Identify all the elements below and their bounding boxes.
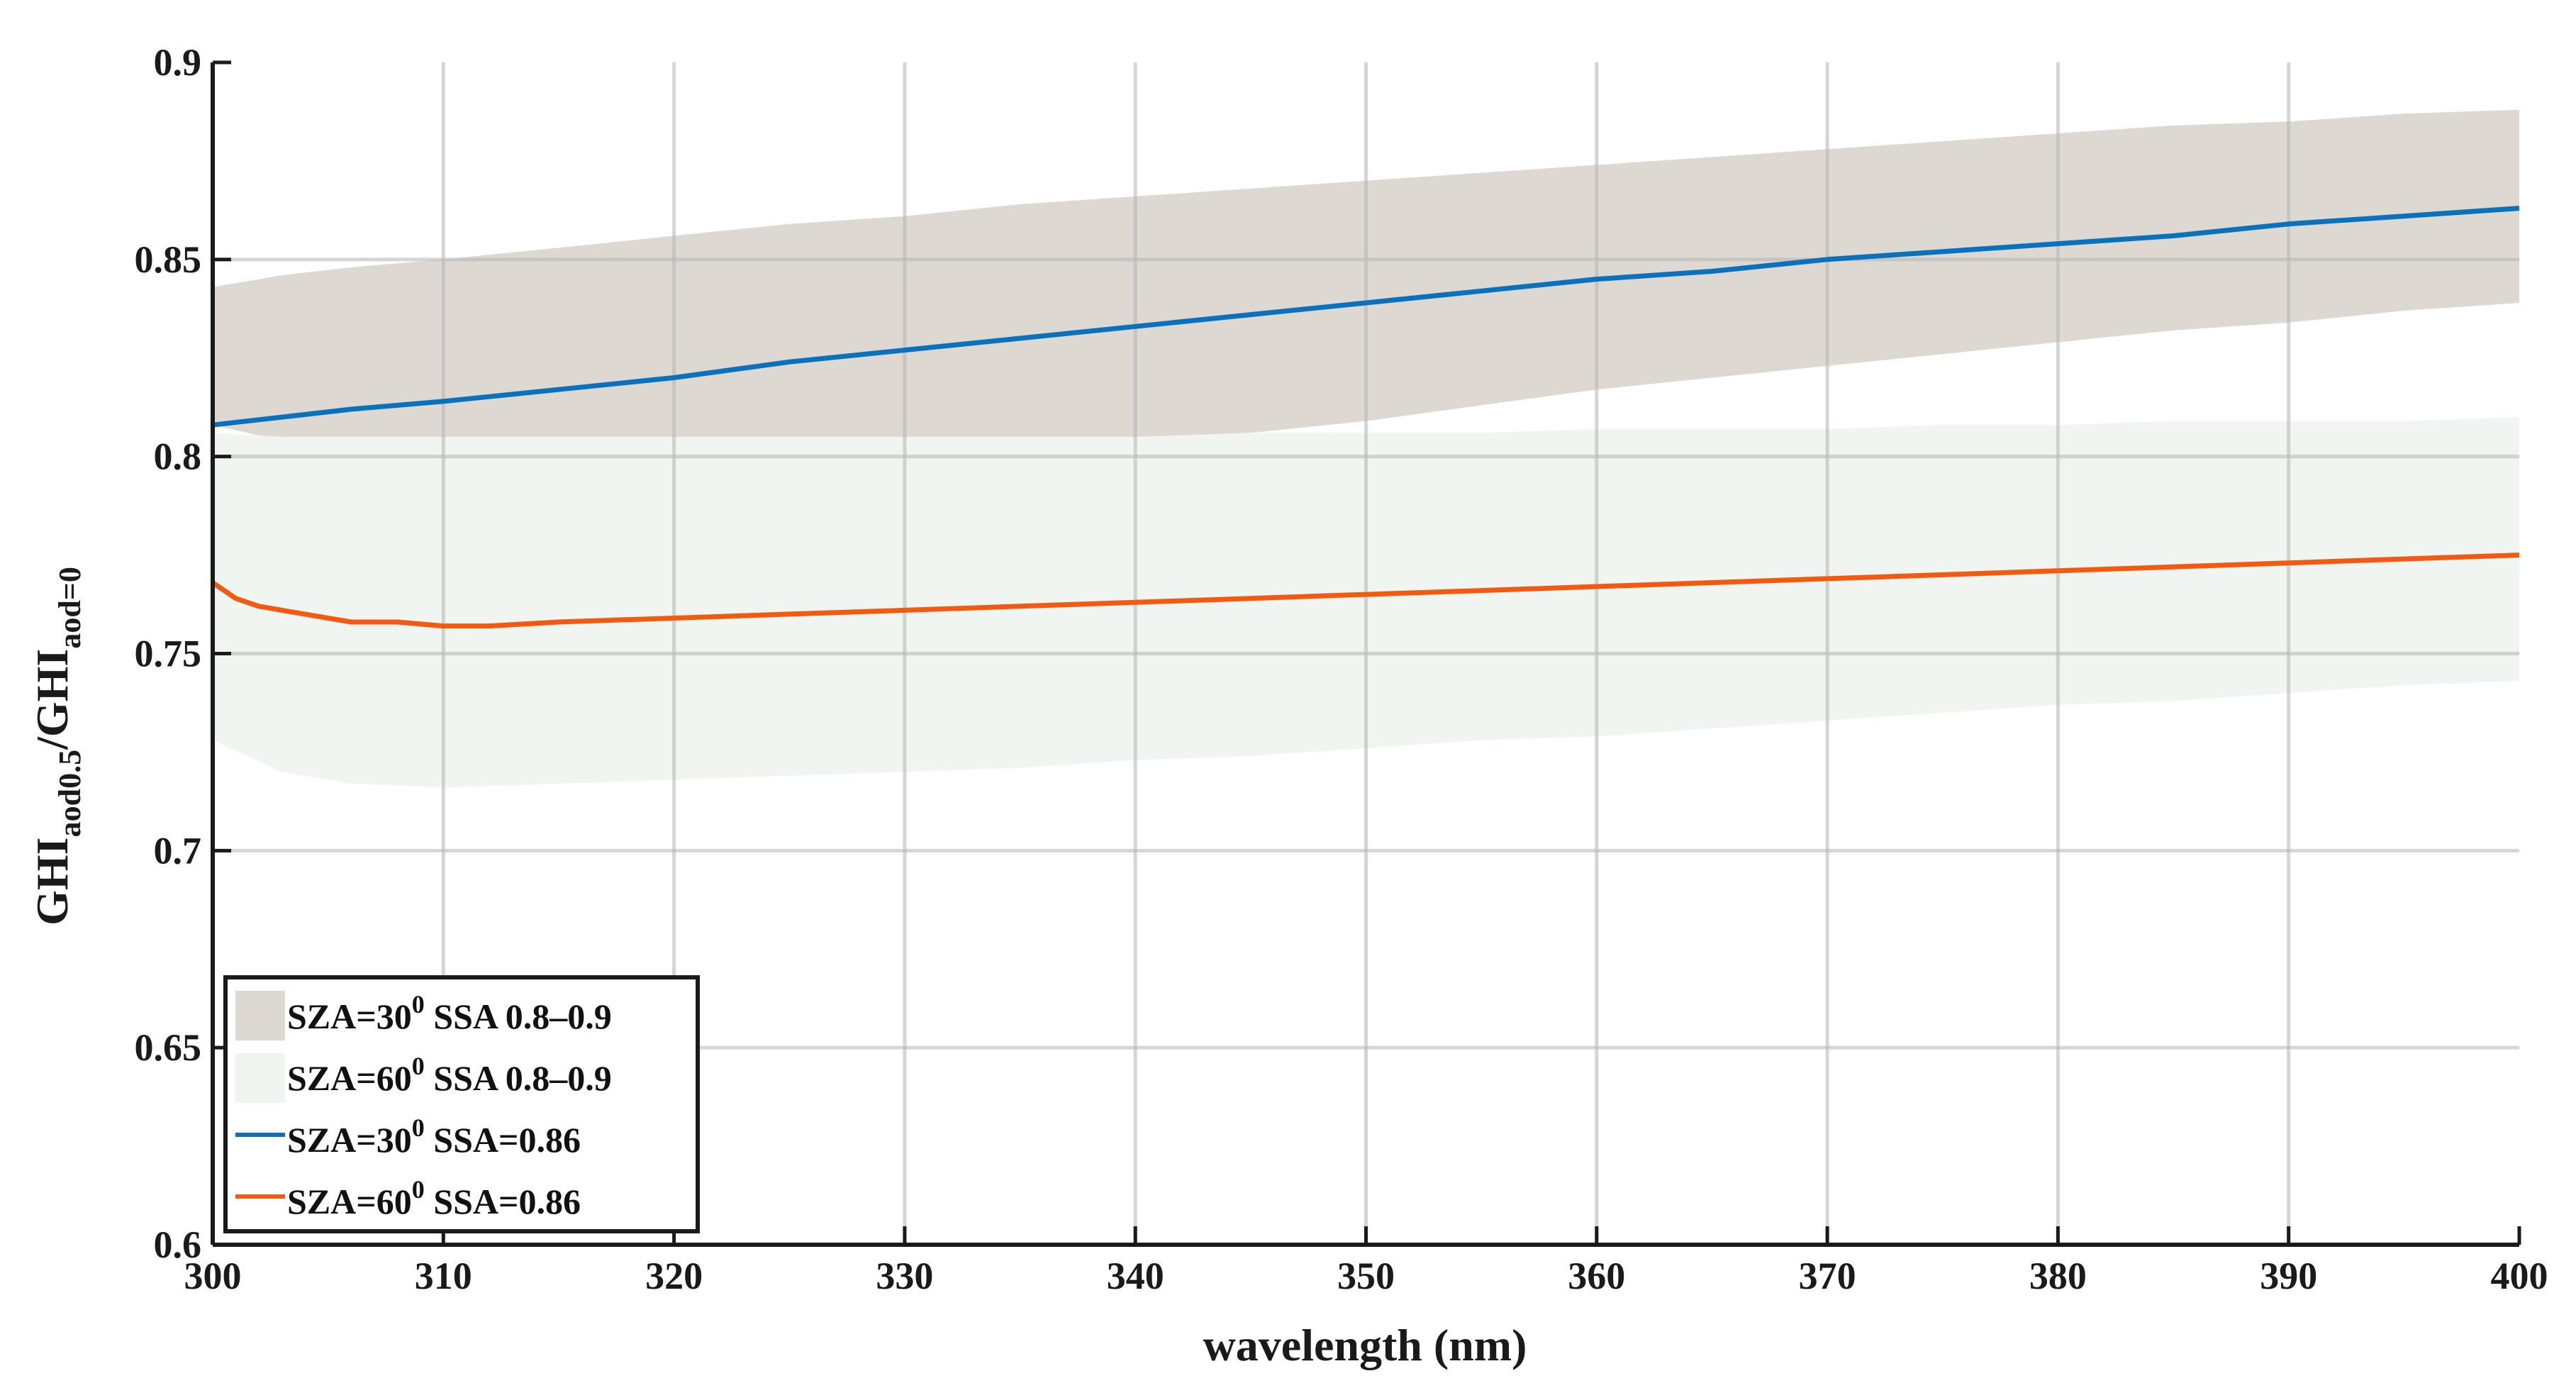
x-tick-label-10: 400 bbox=[2491, 1255, 2548, 1297]
y-tick-labels: 0.6 0.65 0.7 0.75 0.8 0.85 0.9 bbox=[135, 41, 202, 1266]
x-tick-label-1: 310 bbox=[415, 1255, 472, 1297]
y-tick-label-5: 0.85 bbox=[135, 238, 202, 281]
x-tick-label-6: 360 bbox=[1568, 1255, 1625, 1297]
series-line-0 bbox=[212, 206, 2520, 428]
y-tick-label-2: 0.7 bbox=[154, 829, 202, 872]
legend-swatch-band-sza30 bbox=[235, 991, 285, 1040]
y-axis-label-main: GHI bbox=[27, 837, 77, 925]
x-tick-label-0: 300 bbox=[184, 1255, 242, 1297]
y-axis-label-sub2: aod=0 bbox=[52, 567, 87, 649]
y-tick-label-1: 0.65 bbox=[135, 1026, 202, 1069]
x-tick-labels: 300 310 320 330 340 350 360 370 380 390 400 bbox=[184, 1255, 2548, 1297]
legend: SZA=300 SSA 0.8–0.9 SZA=600 SSA 0.8–0.9 … bbox=[223, 975, 700, 1233]
x-tick-label-8: 380 bbox=[2029, 1255, 2087, 1297]
y-axis-label: GHIaod0.5/GHIaod=0 bbox=[27, 567, 87, 926]
grid-lines bbox=[213, 62, 2519, 1245]
x-tick-label-3: 330 bbox=[876, 1255, 933, 1297]
y-axis-label-sub1: aod0.5 bbox=[52, 750, 87, 837]
legend-label-band-sza30: SZA=300 SSA 0.8–0.9 bbox=[287, 990, 612, 1036]
y-tick-label-6: 0.9 bbox=[154, 41, 202, 84]
legend-box bbox=[223, 975, 700, 1233]
x-tick-label-2: 320 bbox=[645, 1255, 703, 1297]
legend-label-line-sza30: SZA=300 SSA=0.86 bbox=[287, 1114, 581, 1160]
y-tick-label-0: 0.6 bbox=[154, 1223, 202, 1266]
y-tick-label-4: 0.8 bbox=[154, 435, 202, 478]
legend-label-band-sza60: SZA=600 SSA 0.8–0.9 bbox=[287, 1052, 612, 1098]
legend-swatch-band-sza60 bbox=[235, 1053, 285, 1103]
x-tick-label-4: 340 bbox=[1107, 1255, 1164, 1297]
series-line-1 bbox=[211, 553, 2520, 629]
x-tick-label-9: 390 bbox=[2260, 1255, 2317, 1297]
y-axis-label-sep: /GHI bbox=[27, 649, 77, 750]
y-tick-label-3: 0.75 bbox=[135, 633, 202, 675]
x-axis-label: wavelength (nm) bbox=[1203, 1320, 1527, 1370]
x-tick-label-5: 350 bbox=[1337, 1255, 1395, 1297]
data-series bbox=[211, 206, 2520, 629]
axes bbox=[211, 60, 2521, 1247]
x-tick-label-7: 370 bbox=[1799, 1255, 1856, 1297]
legend-label-line-sza60: SZA=600 SSA=0.86 bbox=[287, 1175, 581, 1221]
